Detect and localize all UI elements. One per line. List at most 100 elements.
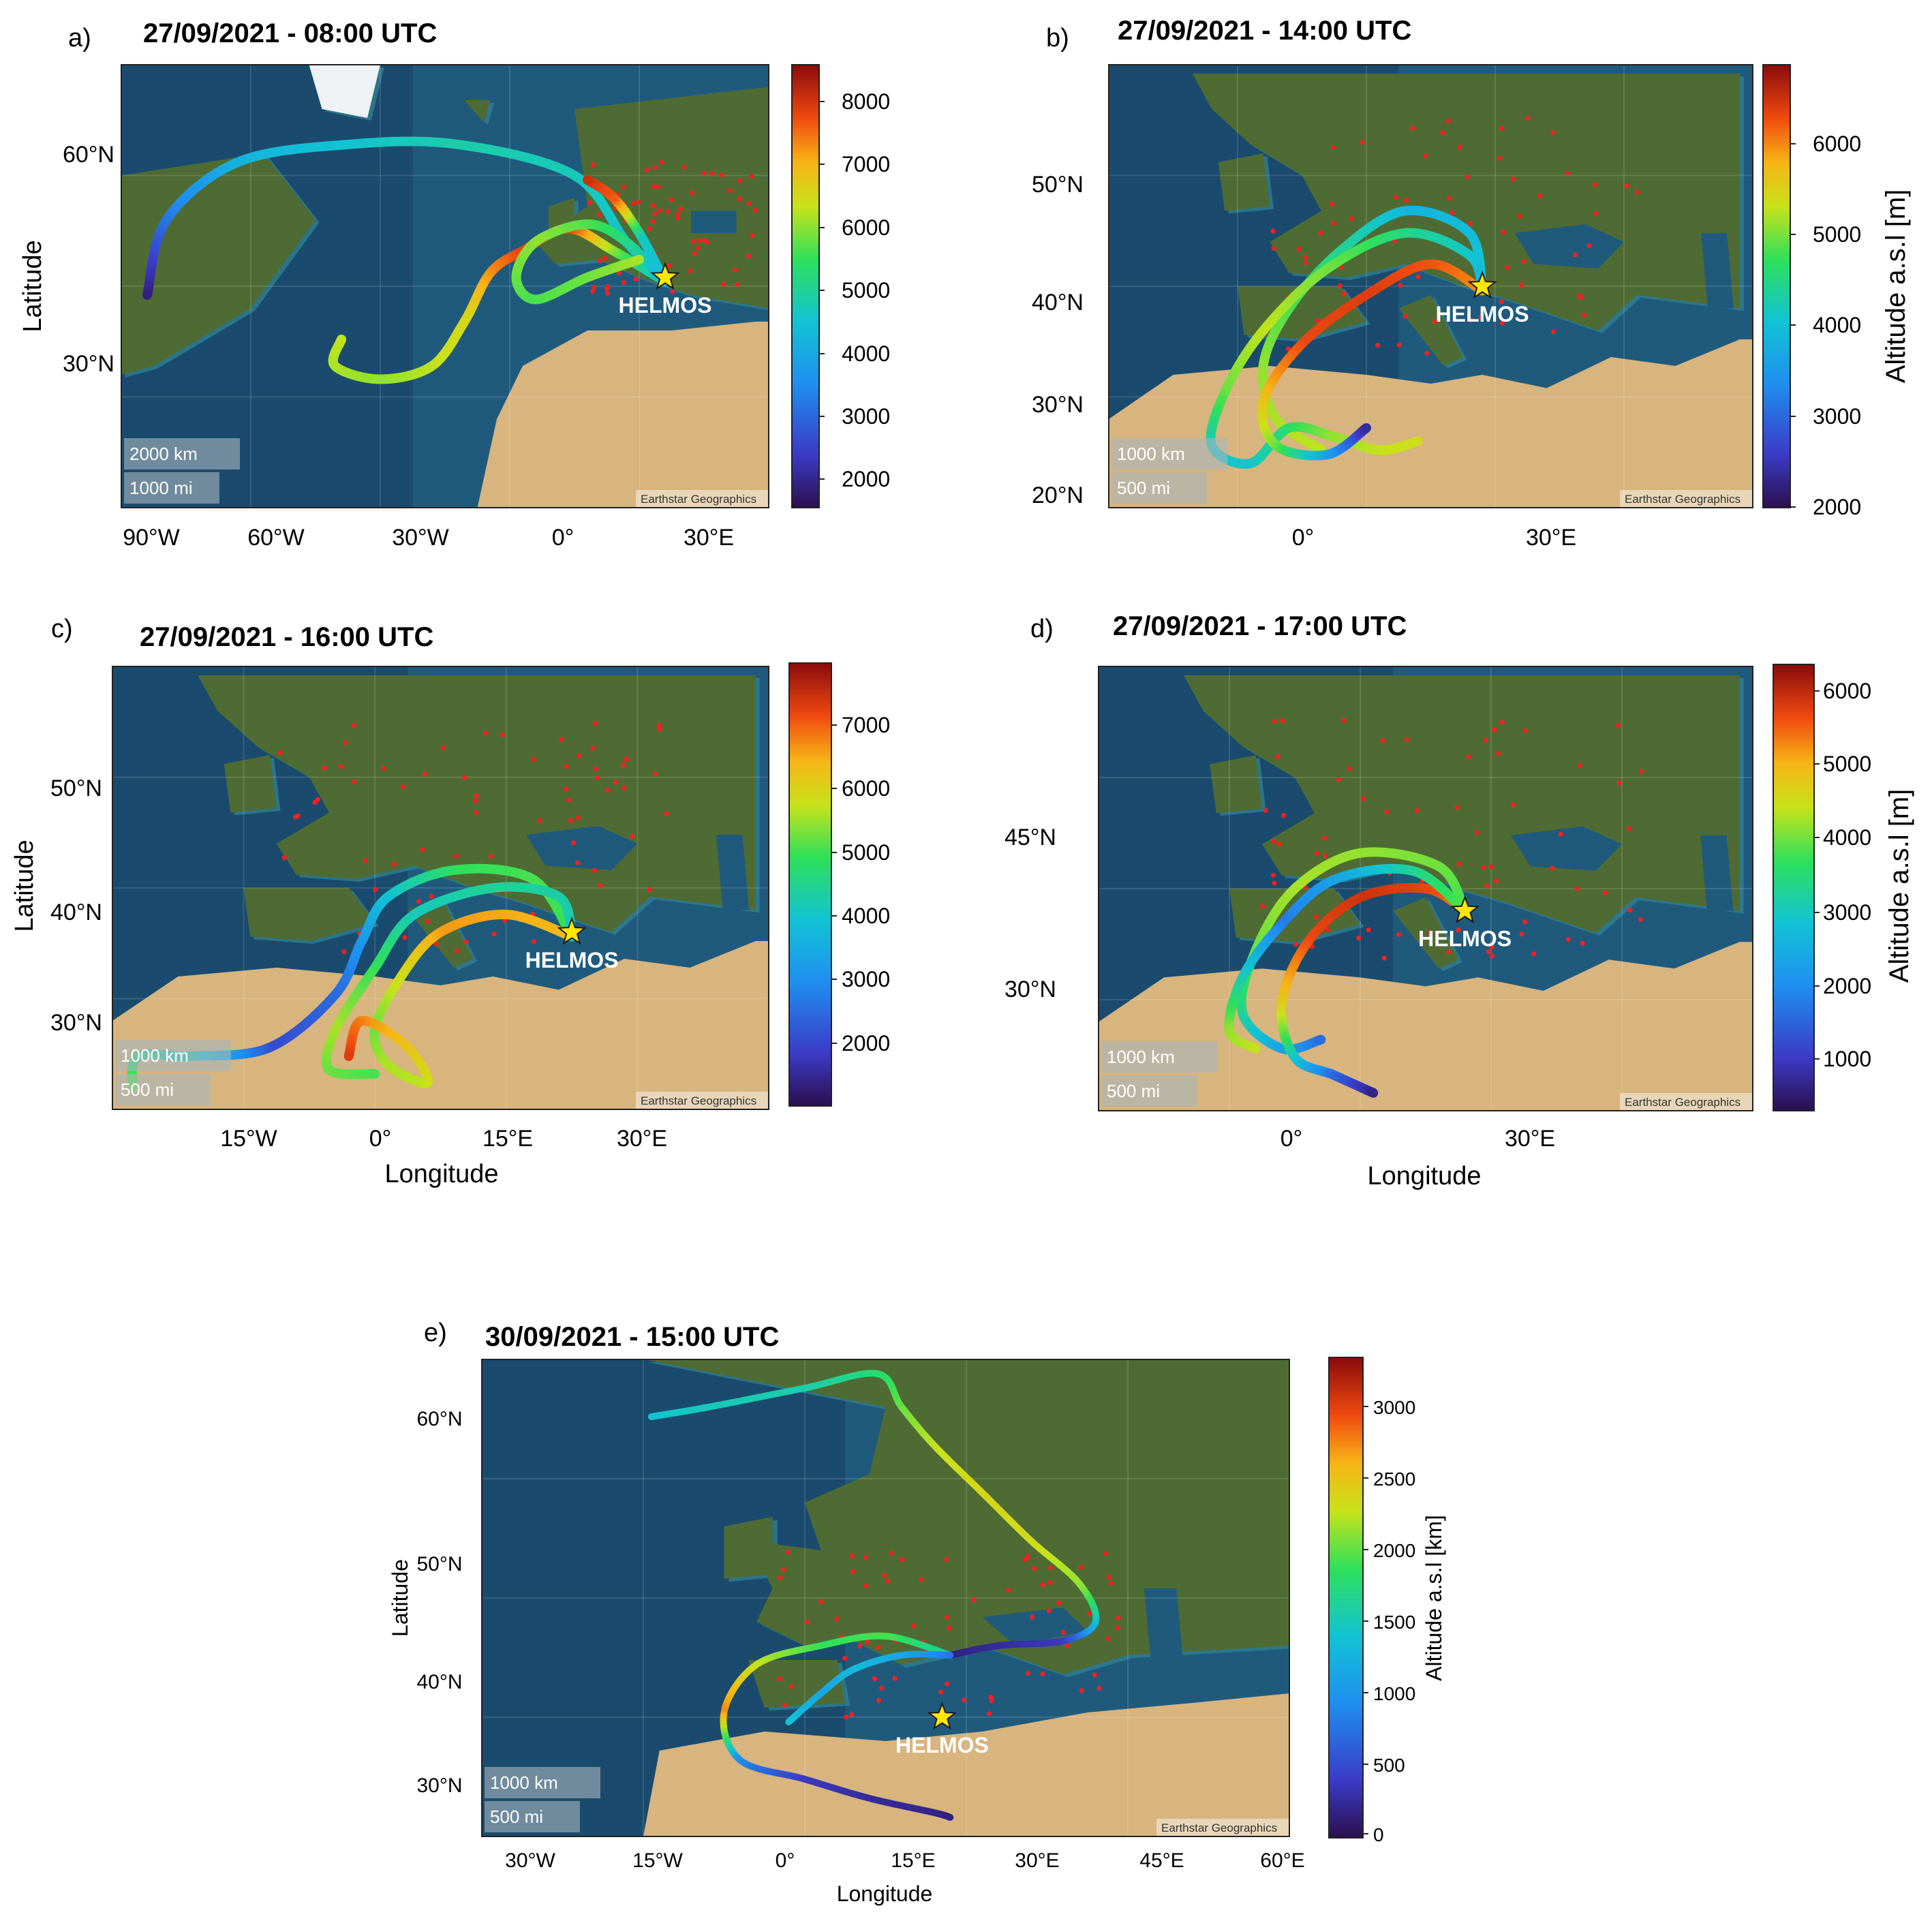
- fire-marker: [617, 271, 622, 276]
- fire-marker: [391, 861, 397, 867]
- fire-marker: [656, 722, 662, 728]
- trajectory-point: [583, 175, 592, 185]
- fire-marker: [575, 860, 581, 865]
- panel-title: 27/09/2021 - 14:00 UTC: [1118, 16, 1411, 46]
- land: [198, 675, 756, 932]
- fire-marker: [752, 208, 758, 213]
- fire-marker: [531, 939, 536, 944]
- fire-marker: [1499, 320, 1505, 326]
- fire-marker: [666, 263, 672, 268]
- longitude-tick: 90°W: [123, 525, 180, 551]
- trajectory-point: [1362, 423, 1371, 433]
- fire-marker: [1638, 917, 1643, 922]
- fire-marker: [746, 253, 752, 259]
- fire-marker: [1432, 319, 1437, 324]
- fire-marker: [1293, 942, 1299, 947]
- fire-marker: [630, 834, 635, 840]
- fire-marker: [1424, 350, 1430, 356]
- map-frame: [121, 64, 769, 508]
- fire-marker: [691, 239, 696, 244]
- fire-marker: [605, 788, 611, 793]
- latitude-tick: 60°N: [63, 142, 114, 168]
- attribution-box: [636, 1092, 769, 1109]
- trajectory-point: [1316, 1034, 1326, 1045]
- fire-marker: [1398, 283, 1403, 288]
- fire-marker: [604, 291, 610, 296]
- fire-marker: [352, 780, 357, 785]
- fire-marker: [678, 206, 684, 212]
- fire-marker: [1396, 932, 1402, 938]
- fire-marker: [1519, 932, 1524, 937]
- scale-box-mi: [1111, 472, 1207, 504]
- fire-marker: [576, 753, 581, 758]
- attribution: Earthstar Geographics: [1625, 493, 1741, 506]
- fire-marker: [363, 858, 368, 863]
- fire-marker: [1331, 144, 1336, 150]
- fire-marker: [1456, 927, 1461, 933]
- fire-marker: [1396, 342, 1402, 348]
- fire-marker: [295, 813, 301, 818]
- fire-marker: [592, 284, 597, 290]
- fire-marker: [631, 200, 637, 206]
- fire-marker: [1272, 719, 1277, 724]
- fire-marker: [1404, 198, 1409, 203]
- colorbar-tick-label: 6000: [842, 215, 890, 240]
- trajectory-point: [337, 335, 346, 344]
- fire-marker: [1634, 189, 1640, 195]
- land: [224, 755, 277, 813]
- fire-marker: [433, 941, 439, 947]
- fire-marker: [695, 245, 701, 251]
- fire-marker: [1329, 201, 1334, 206]
- fire-marker: [1272, 880, 1277, 886]
- colorbar-tick-label: 7000: [842, 152, 890, 176]
- fire-marker: [652, 771, 658, 777]
- fire-marker: [1518, 282, 1524, 288]
- fire-marker: [613, 780, 619, 785]
- fire-marker: [1525, 116, 1531, 121]
- fire-marker: [566, 797, 571, 803]
- fire-marker: [1523, 728, 1529, 733]
- trajectory-point: [343, 1051, 354, 1061]
- fire-marker: [1550, 129, 1555, 135]
- fire-marker: [1450, 210, 1455, 215]
- fire-marker: [622, 280, 627, 286]
- fire-marker: [1440, 130, 1445, 136]
- fire-marker: [1381, 955, 1387, 961]
- fire-marker: [1360, 140, 1365, 145]
- fire-marker: [1356, 936, 1362, 941]
- scale-km: 1000 km: [121, 1045, 189, 1066]
- fire-marker: [651, 184, 657, 189]
- fire-marker: [564, 764, 569, 769]
- fire-marker: [1494, 878, 1499, 884]
- scale-km: 2000 km: [129, 444, 198, 464]
- colorbar-tick-label: 5000: [842, 840, 890, 865]
- scale-box-km: [124, 438, 240, 470]
- fire-marker: [1445, 119, 1451, 124]
- scale-box-km: [1111, 438, 1227, 470]
- fire-marker: [660, 159, 665, 165]
- scale-mi: 500 mi: [121, 1079, 174, 1100]
- fire-marker: [652, 211, 658, 217]
- fire-marker: [650, 219, 656, 224]
- fire-marker: [598, 882, 603, 888]
- fire-marker: [596, 212, 602, 217]
- fire-marker: [1313, 914, 1319, 920]
- fire-marker: [1499, 125, 1504, 131]
- trajectory-point: [370, 1069, 380, 1079]
- fire-marker: [1478, 315, 1484, 320]
- fire-marker: [1558, 831, 1563, 837]
- fire-marker: [575, 815, 581, 820]
- colorbar-tick-label: 8000: [842, 89, 890, 114]
- fire-marker: [1349, 216, 1354, 221]
- panel-letter: a): [68, 24, 91, 52]
- fire-marker: [1366, 927, 1371, 933]
- attribution-box: [636, 490, 769, 508]
- fire-marker: [633, 277, 639, 282]
- black-sea: [525, 826, 638, 870]
- fire-marker: [352, 722, 357, 728]
- panel-title: 27/09/2021 - 08:00 UTC: [143, 18, 437, 48]
- fire-marker: [1551, 329, 1557, 335]
- fire-marker: [1492, 727, 1497, 733]
- land: [1398, 295, 1463, 366]
